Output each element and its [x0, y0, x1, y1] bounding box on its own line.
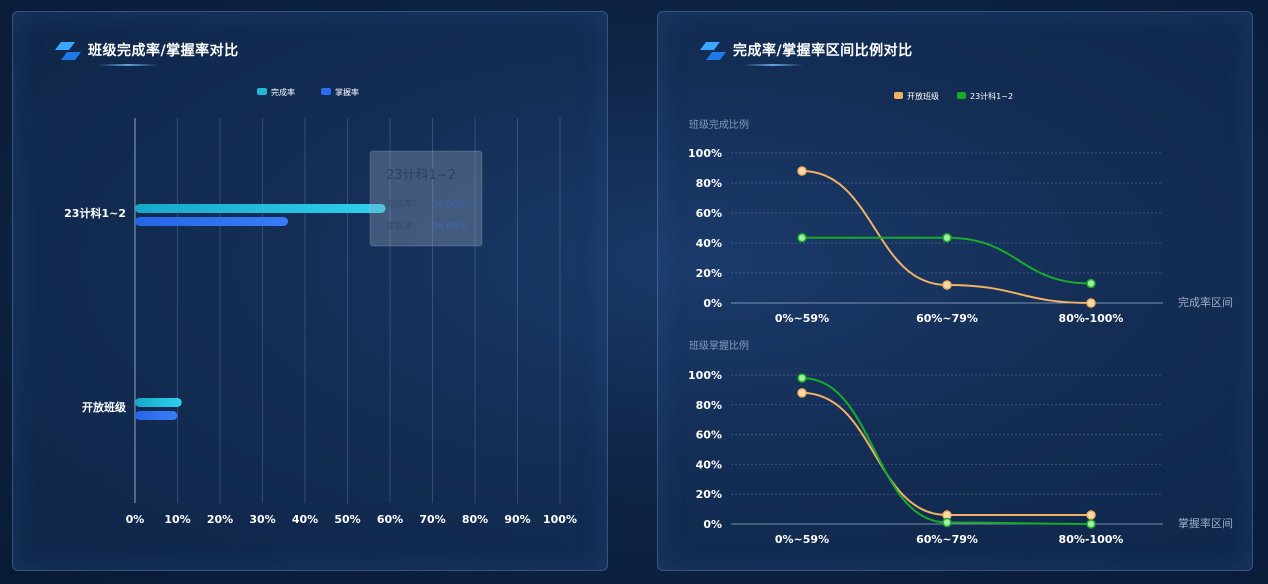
tooltip-row-label: 掌握率：: [386, 220, 422, 232]
x-tick-label: 70%: [419, 513, 445, 526]
data-point[interactable]: [797, 388, 807, 398]
legend-swatch-1[interactable]: [957, 92, 966, 99]
bar-completion[interactable]: [135, 204, 386, 213]
data-point[interactable]: [942, 233, 952, 243]
x-axis-title: 完成率区间: [1178, 295, 1233, 309]
title-underline: [743, 64, 803, 66]
x-tick-label: 80%-100%: [1059, 533, 1124, 546]
left-chart-panel: 班级完成率/掌握率对比: [12, 11, 608, 571]
x-tick-label: 50%: [334, 513, 360, 526]
series-line-23-class: [801, 236, 1092, 285]
y-tick-label: 40%: [696, 458, 722, 471]
x-tick-label: 80%: [462, 513, 488, 526]
y-tick-label: 100%: [688, 369, 722, 382]
data-point[interactable]: [1086, 519, 1096, 529]
legend-swatch-0[interactable]: [257, 88, 267, 95]
x-tick-label: 40%: [292, 513, 318, 526]
x-tick-label: 60%~79%: [916, 533, 978, 546]
data-point[interactable]: [942, 517, 952, 528]
legend-label-0: 完成率: [271, 87, 295, 97]
left-panel-title: 班级完成率/掌握率对比: [88, 43, 239, 59]
y-tick-label: 80%: [696, 177, 722, 190]
bar-mastery[interactable]: [135, 217, 288, 226]
y-tick-label: 60%: [696, 207, 722, 220]
data-point[interactable]: [797, 233, 807, 243]
tooltip-box: [369, 150, 483, 247]
y-tick-label: 80%: [696, 399, 722, 412]
y-category-label: 23计科1~2: [64, 206, 126, 220]
y-tick-label: 40%: [696, 237, 722, 250]
x-tick-label: 0%~59%: [775, 533, 829, 546]
y-axis-title: 班级掌握比例: [689, 339, 749, 352]
x-tick-label: 100%: [543, 513, 577, 526]
legend-label-0: 开放班级: [907, 91, 939, 101]
x-tick-label: 20%: [207, 513, 233, 526]
layers-icon: [55, 42, 81, 60]
y-tick-label: 20%: [696, 488, 722, 501]
x-tick-label: 90%: [504, 513, 530, 526]
data-point[interactable]: [797, 373, 807, 383]
x-tick-label: 60%: [377, 513, 403, 526]
legend-label-1: 掌握率: [335, 87, 359, 97]
tooltip-row-value: 58.96%: [432, 200, 467, 210]
data-point[interactable]: [942, 280, 952, 290]
x-tick-label: 60%~79%: [916, 312, 978, 325]
bar-mastery[interactable]: [135, 411, 178, 420]
y-tick-label: 0%: [703, 297, 722, 310]
data-point[interactable]: [1086, 278, 1096, 289]
x-tick-label: 0%: [126, 513, 145, 526]
x-tick-label: 80%-100%: [1059, 312, 1124, 325]
y-tick-label: 100%: [688, 147, 722, 160]
bar-completion[interactable]: [135, 398, 182, 407]
series-line-open-class: [801, 391, 1091, 517]
x-axis-title: 掌握率区间: [1178, 516, 1233, 530]
x-tick-label: 10%: [164, 513, 190, 526]
data-point[interactable]: [1086, 510, 1096, 520]
y-category-label: 开放班级: [82, 400, 127, 414]
tooltip-row-label: 完成率：: [386, 198, 422, 210]
legend-swatch-1[interactable]: [321, 88, 331, 95]
series-line-open-class: [801, 170, 1092, 304]
layers-icon: [700, 42, 726, 60]
legend-label-1: 23计科1~2: [970, 91, 1013, 101]
y-axis-title: 班级完成比例: [689, 118, 749, 131]
y-tick-label: 0%: [703, 518, 722, 531]
x-tick-label: 30%: [249, 513, 275, 526]
tooltip-title: 23计科1~2: [386, 168, 456, 183]
data-point[interactable]: [797, 166, 807, 176]
series-line-23-class: [801, 376, 1092, 525]
y-tick-label: 60%: [696, 429, 722, 442]
legend-swatch-0[interactable]: [894, 92, 903, 99]
y-tick-label: 20%: [696, 267, 722, 280]
right-chart-panel: 完成率/掌握率区间比例对比: [657, 11, 1253, 571]
tooltip-row-value: 36.00%: [432, 222, 467, 232]
x-tick-label: 0%~59%: [775, 312, 829, 325]
right-panel-title: 完成率/掌握率区间比例对比: [733, 43, 913, 59]
title-underline: [98, 64, 158, 66]
data-point[interactable]: [1086, 298, 1096, 308]
